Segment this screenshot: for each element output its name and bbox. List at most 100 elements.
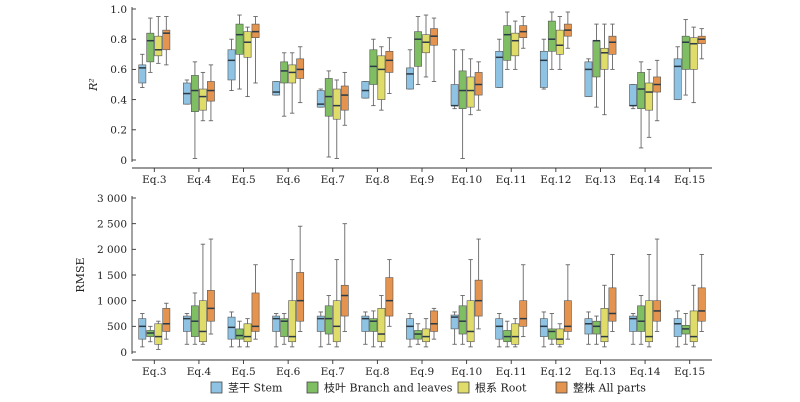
legend-item-branch: 枝叶 Branch and leaves — [306, 381, 453, 395]
rmse-box-root — [199, 243, 207, 345]
r2-y-axis-title: R² — [87, 78, 100, 92]
r2-box-body — [422, 34, 430, 54]
rmse-x-tick-label: Eq.9 — [410, 366, 434, 378]
rmse-box-body — [272, 315, 281, 332]
r2-box-all-parts — [430, 17, 438, 82]
rmse-box-body — [600, 308, 609, 343]
r2-box-body — [154, 35, 163, 57]
r2-box-body — [681, 35, 690, 70]
legend-swatch-all-parts — [555, 381, 568, 394]
r2-box-body — [430, 28, 438, 46]
rmse-x-tick-label: Eq.4 — [187, 366, 212, 378]
rmse-box-body — [495, 318, 504, 340]
r2-box-body — [316, 90, 325, 108]
r2-box-body — [138, 64, 147, 84]
r2-box-body — [207, 81, 215, 102]
rmse-box-branch — [235, 320, 244, 348]
r2-box-root — [154, 16, 163, 64]
rmse-box-stem — [584, 311, 593, 345]
r2-box-body — [324, 78, 333, 117]
r2-box-body — [458, 70, 467, 109]
rmse-box-body — [183, 315, 191, 332]
rmse-y-tick-label: 1 500 — [97, 270, 127, 282]
rmse-box-body — [430, 310, 438, 332]
rmse-x-tick-label: Eq.7 — [321, 366, 345, 378]
rmse-box-branch — [146, 325, 155, 343]
rmse-y-axis-title: RMSE — [74, 257, 87, 292]
r2-x-tick-label: Eq.7 — [321, 174, 345, 186]
r2-box-body — [280, 61, 289, 84]
rmse-box-root — [288, 259, 297, 348]
legend-swatch-root — [457, 381, 470, 394]
rmse-box-root — [466, 259, 475, 348]
r2-y-tick-label: 0.6 — [110, 64, 127, 76]
rmse-box-body — [296, 272, 305, 322]
rmse-box-body — [608, 287, 617, 322]
rmse-box-stem — [272, 313, 281, 348]
r2-x-tick-label: Eq.6 — [276, 174, 301, 186]
rmse-box-root — [154, 320, 163, 350]
rmse-box-root — [377, 295, 386, 348]
rmse-box-body — [592, 320, 601, 335]
r2-box-stem — [629, 84, 637, 110]
r2-box-branch — [681, 19, 690, 96]
rmse-y-tick-label: 2 500 — [97, 218, 127, 230]
r2-panel: 0 0.2 0.4 0.6 0.8 1.0 R² Eq.3 Eq.4 Eq.5 Eq.6 Eq.7 Eq… — [87, 4, 712, 186]
rmse-box-root — [511, 318, 520, 348]
r2-box-body — [637, 72, 645, 109]
rmse-x-tick-label: Eq.13 — [585, 366, 616, 378]
rmse-box-branch — [547, 313, 556, 345]
r2-box-root — [199, 71, 207, 122]
rmse-box-root — [600, 284, 609, 348]
rmse-box-root — [243, 318, 252, 348]
rmse-box-body — [563, 300, 572, 332]
r2-box-body — [272, 81, 281, 96]
r2-box-body — [592, 40, 601, 78]
r2-box-stem — [138, 53, 147, 88]
r2-box-stem — [450, 49, 459, 110]
r2-x-tick-label: Eq.14 — [630, 174, 661, 186]
rmse-box-body — [547, 328, 556, 340]
rmse-box-all-parts — [653, 238, 661, 332]
rmse-x-tick-label: Eq.10 — [451, 366, 482, 378]
r2-box-body — [673, 58, 682, 100]
r2-box-body — [406, 67, 414, 90]
r2-x-tick-label: Eq.3 — [142, 174, 166, 186]
rmse-box-stem — [673, 310, 682, 348]
r2-box-root — [288, 52, 297, 114]
r2-box-branch — [414, 16, 422, 85]
rmse-box-body — [645, 300, 653, 343]
rmse-box-body — [474, 279, 483, 317]
r2-box-body — [555, 29, 564, 55]
rmse-box-body — [681, 325, 690, 335]
rmse-box-root — [332, 259, 341, 348]
r2-box-body — [377, 55, 386, 100]
rmse-x-tick-label: Eq.8 — [365, 366, 389, 378]
rmse-y-tick-label: 3 000 — [97, 193, 127, 205]
rmse-box-all-parts — [430, 307, 438, 340]
r2-box-body — [689, 37, 698, 70]
rmse-x-tick-label: Eq.5 — [231, 366, 255, 378]
rmse-x-tick-label: Eq.15 — [674, 366, 705, 378]
r2-box-root — [689, 26, 698, 104]
r2-box-stem — [316, 88, 325, 108]
r2-box-branch — [637, 61, 645, 149]
r2-box-body — [539, 50, 548, 88]
r2-x-tick-label: Eq.13 — [585, 174, 616, 186]
rmse-box-body — [227, 316, 236, 340]
r2-box-body — [296, 58, 305, 79]
r2-box-root — [645, 68, 653, 138]
r2-box-body — [199, 88, 207, 111]
r2-x-tick-label: Eq.10 — [451, 174, 482, 186]
r2-box-root — [243, 26, 252, 98]
rmse-box-branch — [681, 313, 690, 345]
r2-y-tick-label: 0.8 — [110, 34, 127, 46]
rmse-x-tick-label: Eq.12 — [540, 366, 571, 378]
rmse-y-tick-label: 500 — [107, 321, 127, 333]
r2-box-stem — [272, 81, 281, 96]
legend-item-all-parts: 整株 All parts — [555, 381, 646, 395]
r2-box-branch — [324, 70, 333, 158]
rmse-box-all-parts — [207, 238, 215, 335]
rmse-box-all-parts — [162, 302, 171, 340]
rmse-box-stem — [539, 311, 548, 348]
